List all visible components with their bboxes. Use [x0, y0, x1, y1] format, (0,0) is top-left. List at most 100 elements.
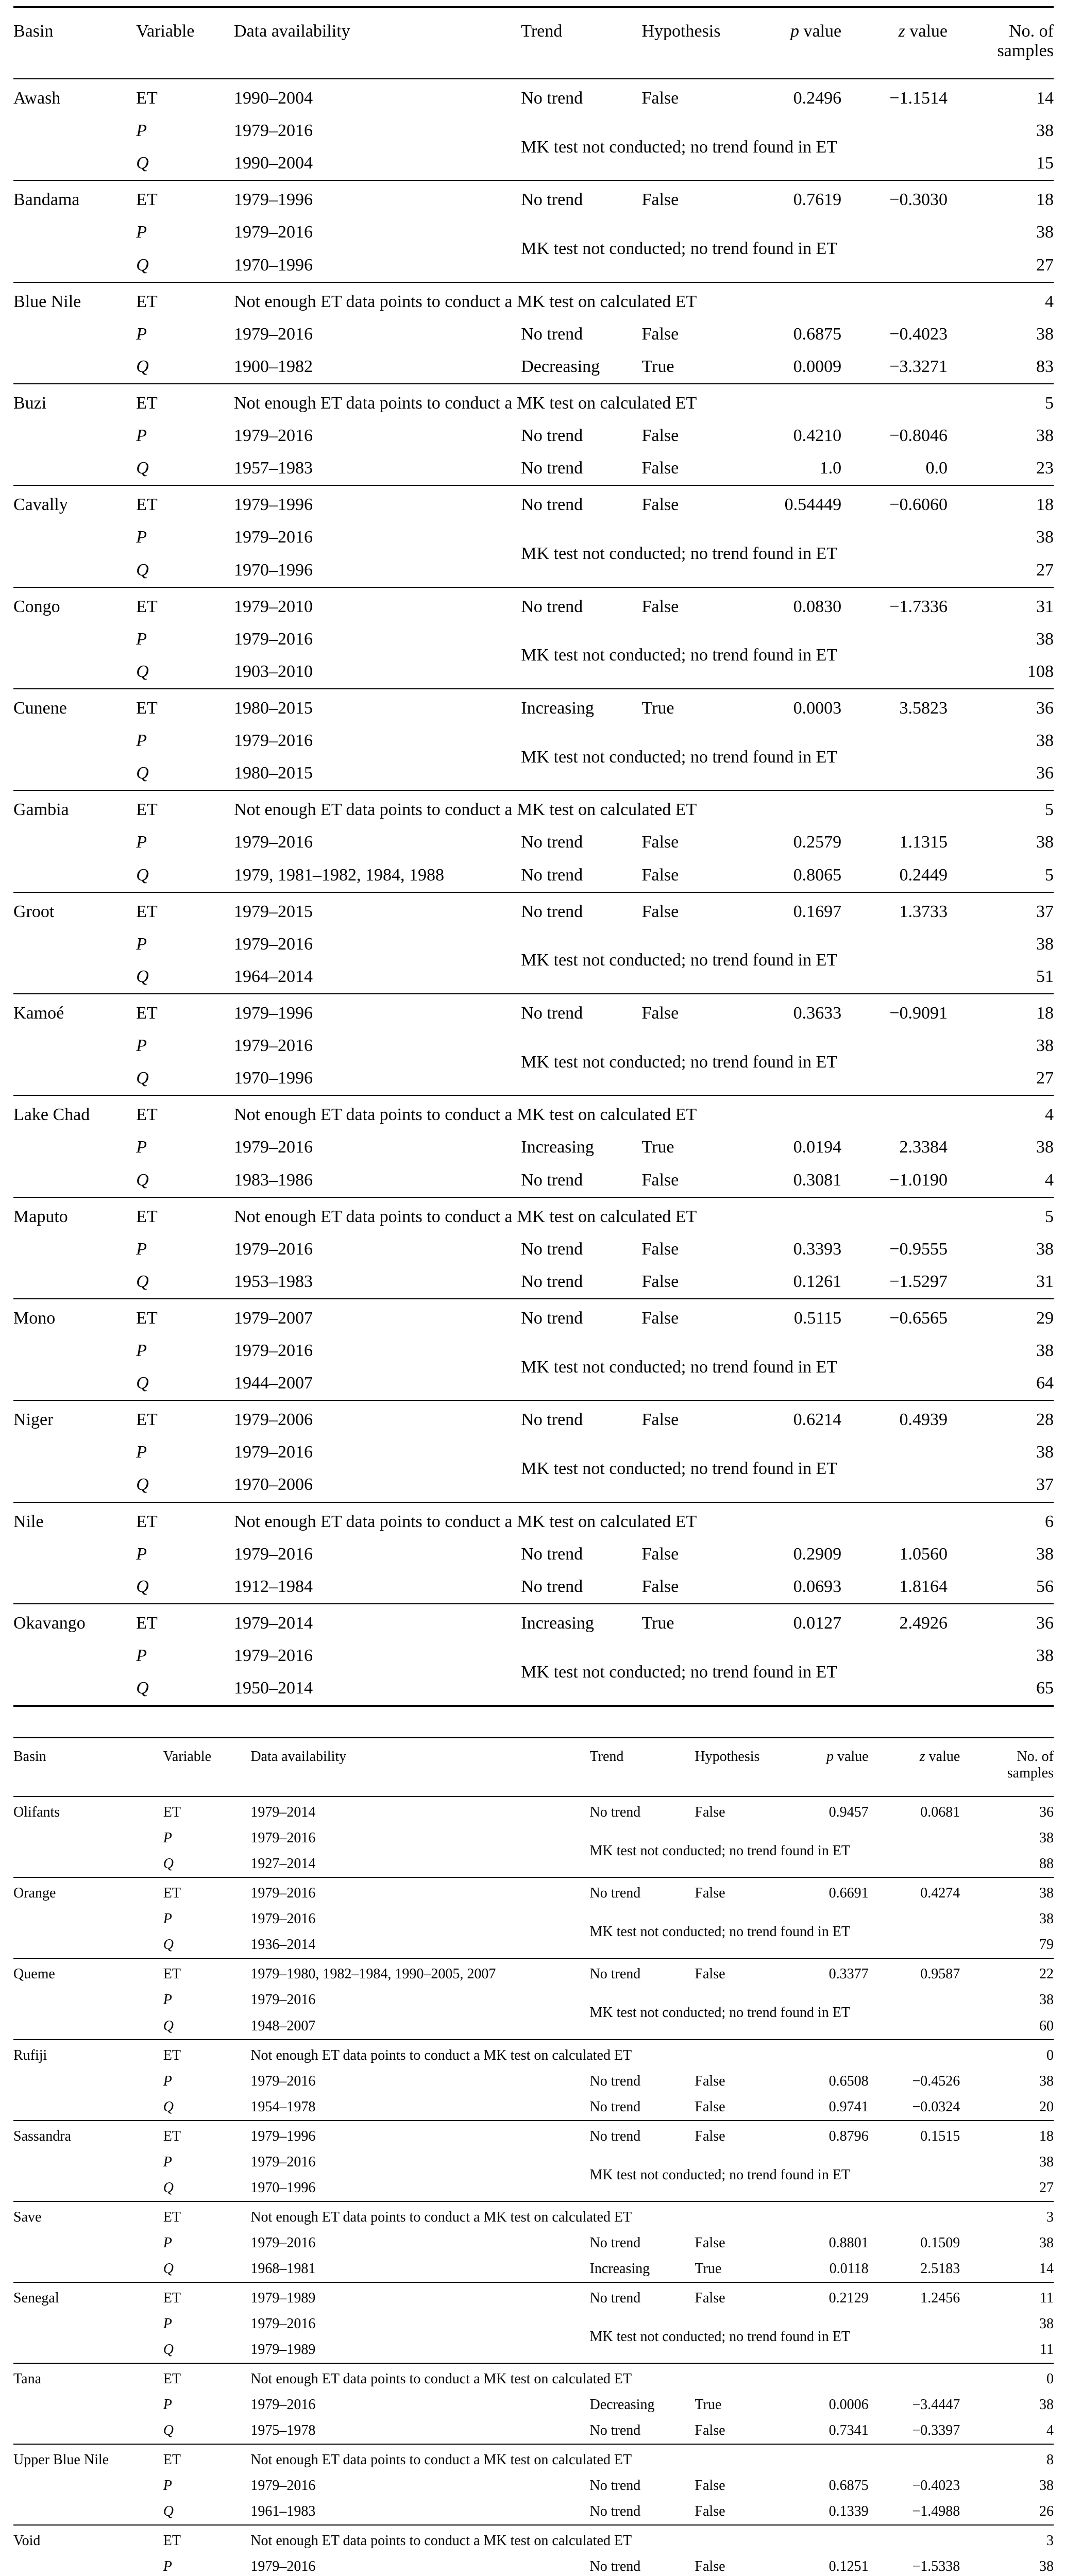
table-row: Q 1954–1978 No trend False 0.9741 −0.0324 20 — [13, 2094, 1054, 2121]
samples-cell: 5 — [948, 790, 1054, 827]
basin-name: Cavally — [13, 485, 137, 587]
variable-cell: P — [136, 223, 147, 242]
z-value-cell: 0.0681 — [868, 1796, 960, 1826]
p-value-cell: 0.2496 — [729, 78, 842, 115]
availability-cell: 1979–2016 — [234, 1443, 313, 1462]
variable-cell: Q — [136, 1577, 149, 1596]
table-row: Q 1912–1984 No trend False 0.0693 1.8164 56 — [13, 1571, 1054, 1604]
z-value-cell: −1.5297 — [889, 1272, 948, 1291]
trend-cell: No trend — [521, 1272, 583, 1291]
trend-cell: No trend — [521, 1544, 583, 1564]
trend-cell: No trend — [589, 2422, 641, 2438]
availability-cell: 1950–2014 — [234, 1679, 313, 1698]
samples-cell: 38 — [1036, 833, 1054, 852]
p-value-cell: 0.7619 — [729, 180, 842, 217]
z-value-cell: −0.4023 — [912, 2478, 960, 2494]
samples-cell: 79 — [1039, 1937, 1054, 1953]
z-value-cell: 0.4939 — [841, 1400, 948, 1437]
samples-cell: 8 — [960, 2443, 1054, 2473]
hypothesis-cell: False — [641, 865, 679, 885]
trend-cell: Decreasing — [589, 2396, 655, 2413]
variable-cell: P — [136, 1341, 147, 1361]
basin-name: Niger — [13, 1400, 137, 1502]
hypothesis-cell: False — [695, 2073, 725, 2089]
availability-cell: 1979–2006 — [234, 1400, 521, 1437]
trend-cell: No trend — [589, 2558, 641, 2575]
z-value-cell: −0.4526 — [912, 2073, 960, 2089]
variable-cell: ET — [136, 1298, 234, 1335]
variable-cell: Q — [163, 1937, 174, 1953]
column-header: Data availability — [234, 22, 350, 41]
availability-cell: 1970–1996 — [250, 2179, 316, 2196]
availability-cell: 1979–1989 — [250, 2281, 590, 2311]
availability-cell: 1944–2007 — [234, 1374, 313, 1393]
table-row: P 1979–2016 No trend False 0.6508 −0.4526 38 — [13, 2069, 1054, 2094]
p-value-cell: 0.6691 — [769, 1877, 869, 1907]
variable-cell: ET — [163, 2039, 251, 2069]
samples-cell: 38 — [1036, 731, 1054, 751]
table-row: Cunene ET 1980–2015 Increasing True 0.0003 3.5… — [13, 688, 1054, 791]
column-header: Basin — [13, 22, 54, 41]
z-value-cell: 0.2449 — [899, 865, 948, 885]
hypothesis-cell: False — [641, 586, 730, 623]
availability-cell: 1903–2010 — [234, 662, 313, 681]
samples-cell: 3 — [960, 2524, 1054, 2554]
column-header: Hypothesis — [641, 22, 721, 41]
column-header: Hypothesis — [695, 1749, 760, 1765]
basin-name: Lake Chad — [13, 1095, 137, 1197]
samples-cell: 27 — [1039, 2179, 1054, 2196]
trend-cell: No trend — [589, 2478, 641, 2494]
variable-cell: P — [163, 2234, 172, 2251]
trend-cell: Increasing — [521, 1138, 594, 1157]
table-row: P 1979–2016 MK test not conducted; no tren… — [13, 115, 1054, 157]
p-value-cell: 0.3393 — [793, 1239, 842, 1259]
availability-cell: 1912–1984 — [234, 1577, 313, 1596]
mk-note-cell: MK test not conducted; no trend found in… — [521, 1459, 838, 1478]
mk-note-cell: MK test not conducted; no trend found in… — [589, 2328, 850, 2345]
trend-cell: No trend — [589, 2234, 641, 2251]
samples-cell: 6 — [948, 1501, 1054, 1538]
variable-cell: Q — [136, 1272, 149, 1291]
samples-cell: 3 — [960, 2200, 1054, 2230]
samples-cell: 38 — [1036, 934, 1054, 954]
availability-cell: 1979–2015 — [234, 891, 521, 928]
samples-cell: 36 — [948, 1603, 1054, 1640]
samples-cell: 15 — [1036, 154, 1054, 173]
samples-cell: 65 — [1036, 1679, 1054, 1698]
availability-cell: 1979–2016 — [234, 324, 313, 344]
variable-cell: P — [136, 426, 147, 446]
hypothesis-cell: False — [695, 2422, 725, 2438]
variable-cell: P — [136, 1544, 147, 1564]
trend-cell: Decreasing — [521, 357, 600, 376]
samples-cell: 4 — [948, 1095, 1054, 1132]
samples-cell: 83 — [1036, 357, 1054, 376]
trend-cell: Increasing — [521, 688, 642, 725]
availability-cell: 1983–1986 — [234, 1170, 313, 1190]
p-value-cell: 0.8796 — [769, 2120, 869, 2149]
hypothesis-cell: False — [641, 485, 730, 522]
hypothesis-cell: True — [641, 1603, 730, 1640]
availability-cell: 1979–2016 — [234, 1239, 313, 1259]
variable-cell: ET — [136, 180, 234, 217]
availability-cell: 1979–1980, 1982–1984, 1990–2005, 2007 — [250, 1958, 590, 1988]
z-value-cell: 1.3733 — [841, 891, 948, 928]
z-value-cell: −0.6565 — [841, 1298, 948, 1335]
availability-cell: 1979–2016 — [234, 1341, 313, 1361]
p-value-cell: 0.9457 — [769, 1796, 869, 1826]
table-row: Q 1968–1981 Increasing True 0.0118 2.5183 14 — [13, 2256, 1054, 2282]
variable-cell: P — [163, 1830, 172, 1846]
italic-symbol: p — [790, 22, 799, 41]
availability-cell: 1979–2016 — [250, 2558, 316, 2575]
hypothesis-cell: False — [641, 1170, 679, 1190]
table-row: P 1979–2016 MK test not conducted; no tren… — [13, 2311, 1054, 2345]
variable-cell: P — [136, 1036, 147, 1056]
table-row: P 1979–2016 MK test not conducted; no tren… — [13, 725, 1054, 767]
table-row: Q 1948–2007 60 — [13, 2013, 1054, 2040]
hypothesis-cell: False — [695, 1796, 770, 1826]
availability-cell: 1975–1978 — [250, 2422, 316, 2438]
z-value-cell: 1.0560 — [899, 1544, 948, 1564]
hypothesis-cell: False — [695, 2234, 725, 2251]
table-row: P 1979–2016 MK test not conducted; no tren… — [13, 928, 1054, 970]
variable-cell: ET — [136, 281, 234, 318]
samples-cell: 38 — [1039, 2558, 1054, 2575]
